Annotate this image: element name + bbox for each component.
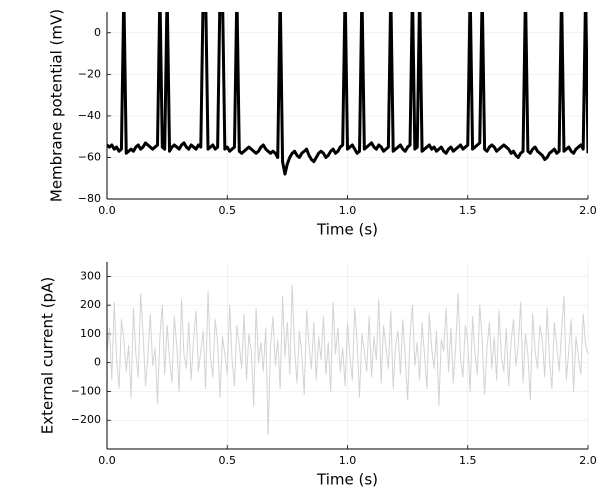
data-line <box>107 284 588 436</box>
y-axis-title: External current (pA) <box>39 277 57 434</box>
y-tick-label: −100 <box>71 384 101 397</box>
y-tick-label: 300 <box>80 269 101 282</box>
x-tick-label: 1.0 <box>339 204 357 217</box>
y-tick-label: −40 <box>78 109 101 122</box>
x-tick-label: 1.5 <box>459 204 477 217</box>
x-tick-label: 1.0 <box>339 454 357 467</box>
y-tick-label: 100 <box>80 327 101 340</box>
y-tick-label: −60 <box>78 150 101 163</box>
plot-area <box>107 284 588 436</box>
x-tick-label: 2.0 <box>579 454 597 467</box>
y-tick-label: −20 <box>78 67 101 80</box>
x-tick-label: 2.0 <box>579 204 597 217</box>
y-tick-label: 200 <box>80 298 101 311</box>
y-tick-label: −80 <box>78 192 101 205</box>
x-tick-label: 0.5 <box>219 204 237 217</box>
data-line <box>107 12 588 176</box>
x-tick-label: 0.0 <box>98 204 116 217</box>
y-tick-label: −200 <box>71 413 101 426</box>
x-tick-label: 0.0 <box>98 454 116 467</box>
x-axis-title: Time (s) <box>316 221 378 239</box>
y-axis-title: Membrane potential (mV) <box>48 9 66 202</box>
plot-area <box>107 12 588 176</box>
y-tick-label: 0 <box>94 26 101 39</box>
x-tick-label: 1.5 <box>459 454 477 467</box>
x-tick-label: 0.5 <box>219 454 237 467</box>
x-axis-title: Time (s) <box>316 471 378 489</box>
y-tick-label: 0 <box>94 356 101 369</box>
